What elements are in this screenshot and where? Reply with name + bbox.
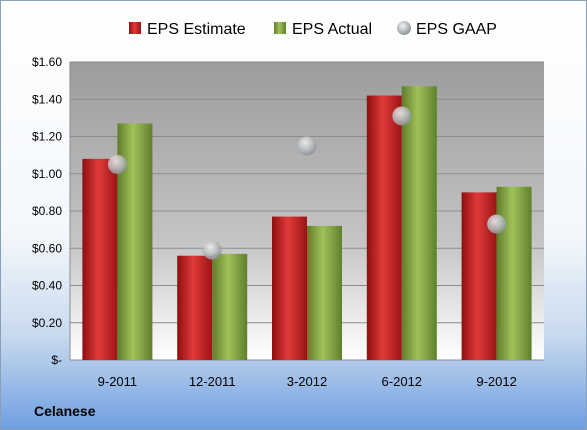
x-tick-label: 12-2011 xyxy=(189,374,236,389)
legend-key-eps-gaap xyxy=(397,21,411,35)
y-tick-label: $0.20 xyxy=(32,316,62,330)
y-tick-label: $1.40 xyxy=(32,92,62,106)
x-tick-label: 3-2012 xyxy=(287,374,327,389)
legend: EPS Estimate EPS Actual EPS GAAP xyxy=(129,21,497,38)
bar-eps-actual xyxy=(496,186,532,360)
gaap-points xyxy=(107,106,507,260)
x-axis-ticks: 9-2011 12-2011 3-2012 6-2012 9-2012 xyxy=(98,374,517,389)
x-tick-label: 9-2012 xyxy=(476,374,516,389)
point-eps-gaap xyxy=(392,106,412,126)
point-eps-gaap xyxy=(107,154,127,174)
legend-label: EPS Estimate xyxy=(147,21,246,38)
y-tick-label: $0.60 xyxy=(32,241,62,255)
y-tick-label: $1.20 xyxy=(32,130,62,144)
point-eps-gaap xyxy=(487,214,507,234)
y-tick-label: $0.40 xyxy=(32,279,62,293)
company-name: Celanese xyxy=(34,403,96,419)
legend-key-eps-actual xyxy=(274,22,286,34)
bar-eps-actual xyxy=(212,253,248,360)
bar-eps-estimate xyxy=(366,95,402,361)
legend-key-eps-estimate xyxy=(129,22,141,34)
bar-eps-actual xyxy=(307,225,342,360)
bar-eps-estimate xyxy=(177,255,213,360)
legend-label: EPS GAAP xyxy=(416,21,497,38)
bars xyxy=(82,86,532,361)
x-tick-label: 9-2011 xyxy=(98,374,138,389)
point-eps-gaap xyxy=(202,240,222,260)
x-tick-label: 6-2012 xyxy=(382,374,422,389)
y-tick-label: $- xyxy=(51,353,62,367)
y-tick-label: $0.80 xyxy=(32,204,62,218)
y-tick-label: $1.00 xyxy=(32,167,62,181)
y-axis-ticks: $- $0.20 $0.40 $0.60 $0.80 $1.00 $1.20 $1.40 $1.… xyxy=(32,55,62,367)
bar-eps-estimate xyxy=(82,158,118,360)
legend-label: EPS Actual xyxy=(292,21,372,38)
point-eps-gaap xyxy=(297,136,317,156)
bar-eps-actual xyxy=(401,86,437,361)
y-tick-label: $1.60 xyxy=(32,55,62,69)
bar-eps-estimate xyxy=(272,216,307,360)
